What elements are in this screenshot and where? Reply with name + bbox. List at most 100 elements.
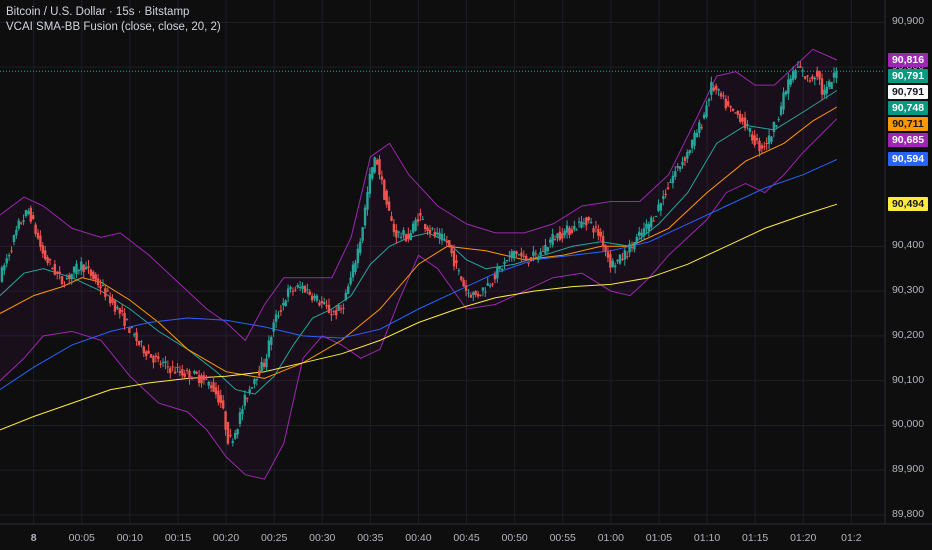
candle-body bbox=[135, 332, 138, 342]
candle-body bbox=[354, 262, 357, 273]
candle-body bbox=[474, 291, 477, 295]
candle-body bbox=[488, 285, 492, 287]
candle-body bbox=[267, 340, 271, 357]
candle-body bbox=[193, 370, 196, 374]
candle-body bbox=[674, 171, 677, 177]
candle-body bbox=[70, 273, 73, 279]
candle-body bbox=[286, 288, 290, 297]
candle-body bbox=[7, 255, 11, 257]
time-tick-label: 00:15 bbox=[164, 532, 192, 544]
candle-body bbox=[428, 229, 432, 234]
candle-body bbox=[82, 264, 85, 272]
candle-body bbox=[22, 220, 25, 222]
candle-body bbox=[818, 71, 821, 80]
sma_mid-line bbox=[0, 158, 838, 391]
candle-body bbox=[491, 283, 494, 285]
candle-body bbox=[226, 422, 230, 444]
candle-body bbox=[205, 378, 208, 380]
candle-body bbox=[734, 112, 737, 114]
candle-body bbox=[96, 278, 100, 286]
candle-body bbox=[125, 318, 129, 320]
candle-body bbox=[462, 279, 465, 287]
indicator-title[interactable]: VCAI SMA-BB Fusion (close, close, 20, 2) bbox=[6, 21, 221, 33]
candle-body bbox=[585, 217, 588, 226]
candle-body bbox=[777, 119, 780, 121]
candle-body bbox=[582, 222, 586, 224]
candle-body bbox=[654, 216, 658, 218]
candle-body bbox=[724, 98, 727, 109]
candle-body bbox=[344, 292, 348, 300]
candle-body bbox=[594, 226, 598, 228]
time-tick-label: 00:20 bbox=[212, 532, 240, 544]
time-tick-label: 00:55 bbox=[549, 532, 576, 544]
candle-body bbox=[72, 266, 76, 273]
time-tick-label: 00:30 bbox=[309, 532, 336, 544]
candle-body bbox=[669, 181, 672, 183]
candle-body bbox=[500, 268, 504, 270]
candle-body bbox=[387, 201, 391, 211]
candle-body bbox=[335, 310, 338, 316]
time-tick-label: 8 bbox=[30, 532, 37, 544]
bollinger-band-fill bbox=[0, 49, 837, 480]
candle-body bbox=[397, 231, 400, 233]
candle-body bbox=[755, 138, 759, 141]
candle-body bbox=[171, 366, 174, 368]
price-badge: 90,494 bbox=[888, 197, 928, 212]
candle-body bbox=[813, 77, 816, 80]
price-badge: 90,594 bbox=[888, 152, 928, 167]
candle-body bbox=[34, 224, 37, 234]
candle-body bbox=[498, 267, 501, 269]
candle-body bbox=[782, 92, 785, 110]
candle-body bbox=[794, 70, 797, 79]
candle-body bbox=[231, 441, 234, 443]
candle-body bbox=[31, 215, 35, 219]
candle-body bbox=[207, 382, 210, 386]
price-tick-label: 89,800 bbox=[891, 508, 925, 521]
candle-body bbox=[460, 276, 463, 280]
candle-body bbox=[770, 136, 773, 142]
candle-body bbox=[108, 296, 112, 304]
candle-body bbox=[811, 76, 814, 80]
candle-body bbox=[65, 278, 69, 280]
candle-body bbox=[248, 389, 251, 393]
candle-body bbox=[635, 236, 639, 244]
candle-body bbox=[606, 251, 610, 258]
candle-body bbox=[395, 230, 398, 238]
candle-body bbox=[448, 240, 451, 246]
candle-body bbox=[159, 363, 162, 365]
candlesticks[interactable] bbox=[0, 61, 838, 447]
candle-body bbox=[92, 271, 95, 279]
candle-body bbox=[587, 216, 590, 221]
candle-body bbox=[296, 285, 299, 288]
symbol-title[interactable]: Bitcoin / U.S. Dollar · 15s · Bitstamp bbox=[6, 6, 190, 18]
price-tick-label: 90,200 bbox=[891, 328, 925, 341]
candle-body bbox=[727, 101, 730, 106]
candle-body bbox=[628, 243, 631, 253]
candle-body bbox=[450, 245, 453, 254]
candle-body bbox=[421, 218, 424, 220]
time-tick-label: 01:15 bbox=[741, 532, 769, 544]
candle-body bbox=[262, 362, 266, 367]
candle-body bbox=[464, 285, 468, 291]
candle-body bbox=[320, 300, 323, 304]
candle-body bbox=[0, 267, 4, 282]
candle-body bbox=[431, 228, 434, 230]
candle-body bbox=[147, 350, 150, 354]
candle-body bbox=[313, 295, 316, 299]
candle-body bbox=[229, 434, 232, 437]
candle-body bbox=[455, 260, 458, 264]
candle-body bbox=[524, 256, 528, 261]
candle-body bbox=[484, 291, 487, 293]
candle-body bbox=[209, 385, 213, 389]
candle-body bbox=[710, 81, 713, 95]
time-tick-label: 00:50 bbox=[501, 532, 528, 544]
time-tick-label: 01:20 bbox=[790, 532, 817, 544]
candle-body bbox=[830, 82, 833, 89]
candle-body bbox=[137, 340, 141, 346]
candle-body bbox=[645, 223, 648, 229]
candle-body bbox=[479, 294, 482, 296]
price-badge: 90,791 bbox=[888, 85, 928, 99]
candle-body bbox=[510, 251, 513, 259]
